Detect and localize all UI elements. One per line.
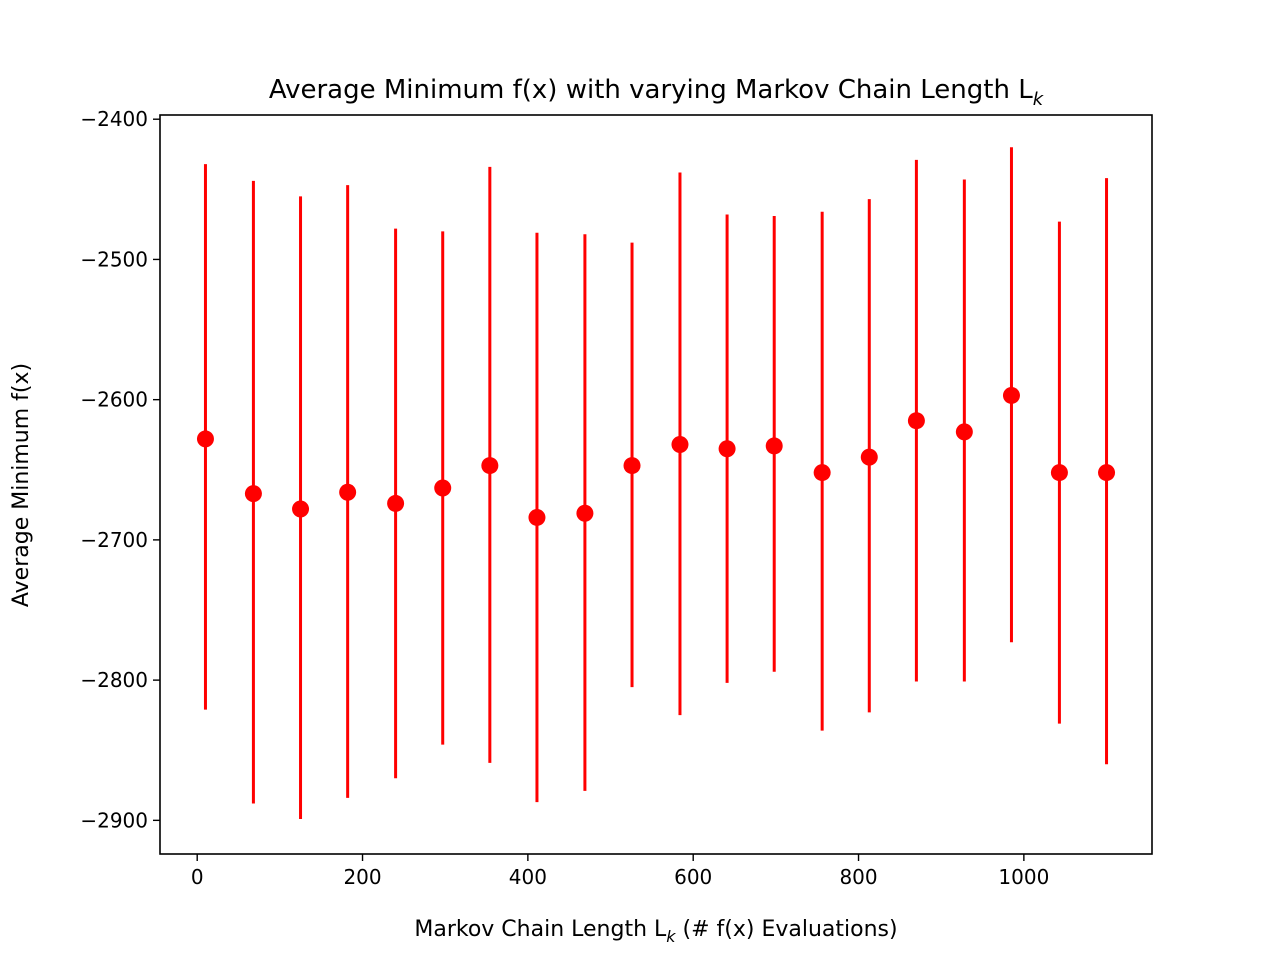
chart-title: Average Minimum f(x) with varying Markov… — [269, 75, 1045, 110]
y-tick-label: −2900 — [80, 808, 148, 832]
data-point — [813, 464, 831, 482]
data-point — [292, 500, 310, 518]
data-point — [671, 436, 689, 454]
x-tick-label: 1000 — [998, 865, 1049, 889]
data-point — [765, 437, 783, 455]
data-point — [576, 504, 594, 522]
axis-ticks: 0 200 400 600 800 1000 −2900 −2800 −2700 −2600 −25… — [80, 107, 1049, 889]
x-tick-label: 200 — [343, 865, 381, 889]
data-point — [244, 485, 262, 503]
y-tick-label: −2700 — [80, 528, 148, 552]
x-tick-label: 600 — [674, 865, 712, 889]
data-point — [339, 483, 357, 501]
data-point — [1002, 386, 1020, 404]
data-point — [387, 494, 405, 512]
x-tick-label: 400 — [509, 865, 547, 889]
data-point — [528, 508, 546, 526]
y-tick-label: −2500 — [80, 247, 148, 271]
data-point — [623, 457, 641, 475]
y-axis-label: Average Minimum f(x) — [9, 363, 34, 607]
y-tick-label: −2600 — [80, 388, 148, 412]
x-tick-label: 800 — [839, 865, 877, 889]
data-point — [1050, 464, 1068, 482]
data-point — [718, 440, 736, 458]
data-point — [955, 423, 973, 441]
data-point — [907, 412, 925, 430]
axes-frame — [159, 114, 1153, 855]
y-tick-label: −2800 — [80, 668, 148, 692]
y-tick-label: −2400 — [80, 107, 148, 131]
data-point — [1098, 464, 1116, 482]
data-point — [481, 457, 499, 475]
x-axis-label: Markov Chain Length Lk (# f(x) Evaluatio… — [414, 917, 897, 946]
data-point — [196, 430, 214, 448]
x-tick-label: 0 — [191, 865, 204, 889]
data-point — [860, 448, 878, 466]
data-point — [434, 479, 452, 497]
plot-area — [196, 147, 1116, 819]
